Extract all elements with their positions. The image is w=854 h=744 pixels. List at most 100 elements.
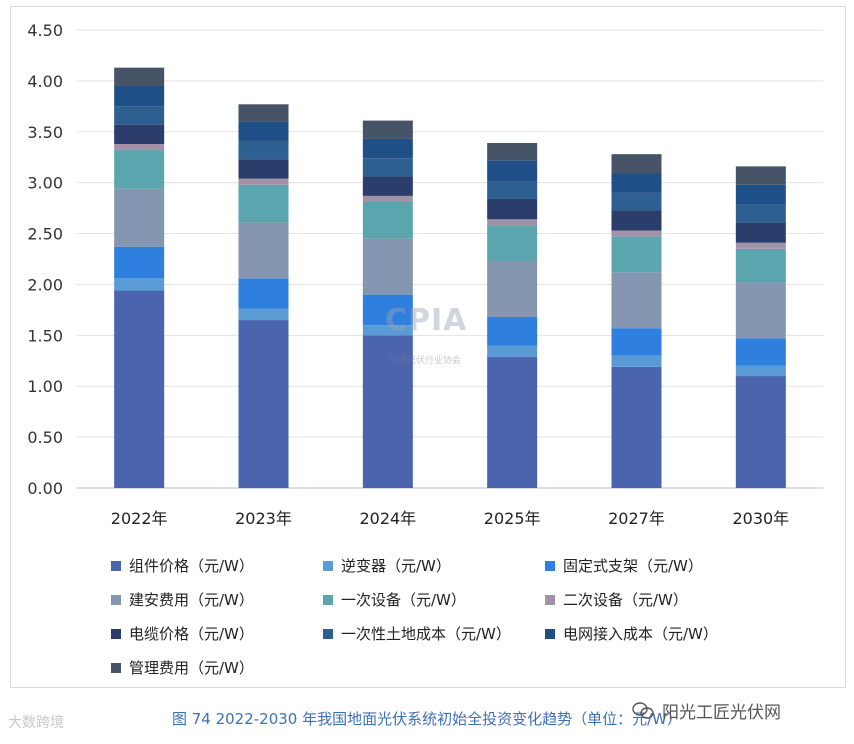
bar-segment (611, 355, 662, 367)
bar-segment (362, 325, 413, 336)
legend-item: 组件价格（元/W） (111, 555, 254, 576)
y-tick-label: 3.00 (27, 174, 63, 193)
bar-segment (238, 159, 289, 179)
bar-segment (487, 160, 538, 182)
legend-label: 一次性土地成本（元/W） (341, 625, 511, 643)
bar-segment (611, 236, 662, 273)
bar-segment (238, 140, 289, 160)
bar-segment (735, 282, 786, 339)
x-tick-label: 2030年 (732, 509, 789, 528)
y-tick-label: 0.00 (27, 479, 63, 498)
wechat-icon (632, 701, 654, 719)
bar-segment (114, 246, 165, 279)
bar-segment (362, 202, 413, 239)
bar-segment (487, 181, 538, 199)
bar-segment (362, 138, 413, 159)
legend-label: 二次设备（元/W） (563, 591, 688, 609)
bar-segment (735, 365, 786, 377)
legend-item: 一次性土地成本（元/W） (323, 623, 511, 644)
bar-segment (238, 308, 289, 321)
x-tick-label: 2023年 (235, 509, 292, 528)
bar-segment (238, 320, 289, 488)
bar-segment (114, 85, 165, 107)
legend-item: 逆变器（元/W） (323, 555, 451, 576)
bar-segment (611, 210, 662, 231)
legend-swatch (545, 594, 555, 605)
bar-segment (735, 184, 786, 205)
bar-segment (487, 317, 538, 346)
legend-label: 逆变器（元/W） (341, 557, 451, 575)
legend-swatch (545, 628, 555, 639)
bar-segment (114, 106, 165, 125)
bar-segment (362, 195, 413, 203)
legend-swatch (111, 628, 121, 639)
bar-segment (611, 192, 662, 211)
legend-item: 一次设备（元/W） (323, 589, 466, 610)
bar-segment (114, 278, 165, 291)
watermark-logo-text: CPIA (385, 303, 468, 338)
x-tick-label: 2024年 (359, 509, 416, 528)
bar-segment (114, 143, 165, 151)
source-watermark-left: 大数跨境 (8, 715, 64, 731)
legend-swatch (111, 560, 121, 571)
bar-segment (238, 222, 289, 279)
bar-segment (238, 184, 289, 223)
chart-frame: 0.00 0.50 1.00 1.50 2.00 2.50 3.00 3.50 4.00 4.50… (10, 6, 846, 688)
bar-segment (238, 278, 289, 309)
bar-segment (362, 294, 413, 326)
legend-label: 建安费用（元/W） (129, 591, 254, 609)
x-tick-label: 2025年 (484, 509, 541, 528)
bar-segment (487, 225, 538, 262)
y-tick-label: 1.00 (27, 377, 63, 396)
bar-segment (735, 338, 786, 366)
legend-swatch (323, 560, 333, 571)
bar-segment (611, 328, 662, 356)
source-watermark-right: 阳光工匠光伏网 (632, 698, 781, 723)
bar-segment (487, 261, 538, 318)
legend-swatch (323, 628, 333, 639)
legend-item: 电网接入成本（元/W） (545, 623, 718, 644)
bar-segment (487, 345, 538, 357)
y-tick-label: 0.50 (27, 428, 63, 447)
bar-segment (487, 198, 538, 220)
y-tick-label: 2.50 (27, 225, 63, 244)
bar-segment (735, 376, 786, 488)
bar-segment (735, 242, 786, 249)
bar-segment (362, 120, 413, 139)
bar-segment (114, 124, 165, 144)
legend-label: 一次设备（元/W） (341, 591, 466, 609)
bar-segment (735, 248, 786, 283)
bar-segment (238, 104, 289, 122)
source-right-text: 阳光工匠光伏网 (662, 703, 781, 723)
bar-segment (238, 178, 289, 185)
bar-segment (611, 230, 662, 237)
bar-segment (611, 154, 662, 174)
bar-segment (362, 238, 413, 295)
legend-item: 建安费用（元/W） (111, 589, 254, 610)
bar-segment (735, 166, 786, 185)
legend-item: 电缆价格（元/W） (111, 623, 254, 644)
bar-segment (238, 121, 289, 141)
figure-caption: 图 74 2022-2030 年我国地面光伏系统初始全投资变化趋势（单位：元/W… (171, 710, 683, 728)
bar-segment (362, 158, 413, 177)
y-tick-label: 4.00 (27, 72, 63, 91)
y-tick-label: 3.50 (27, 123, 63, 142)
bar-segment (611, 173, 662, 193)
bar-segment (114, 67, 165, 86)
legend-swatch (111, 594, 121, 605)
legend-label: 管理费用（元/W） (129, 659, 254, 677)
bar-segment (611, 272, 662, 329)
cpia-watermark: CPIA 中国光伏行业协会 (341, 289, 501, 379)
bar-segment (735, 222, 786, 243)
x-tick-label: 2027年 (608, 509, 665, 528)
legend-swatch (323, 594, 333, 605)
bar-segment (114, 188, 165, 247)
legend-item: 固定式支架（元/W） (545, 555, 703, 576)
bar-segment (735, 204, 786, 223)
legend-item: 二次设备（元/W） (545, 589, 688, 610)
bar-segment (114, 150, 165, 189)
bar-segment (487, 219, 538, 226)
stacked-bar-chart: 0.00 0.50 1.00 1.50 2.00 2.50 3.00 3.50 4.00 4.50… (27, 21, 823, 528)
legend-swatch (545, 560, 555, 571)
bar-segment (611, 366, 662, 488)
